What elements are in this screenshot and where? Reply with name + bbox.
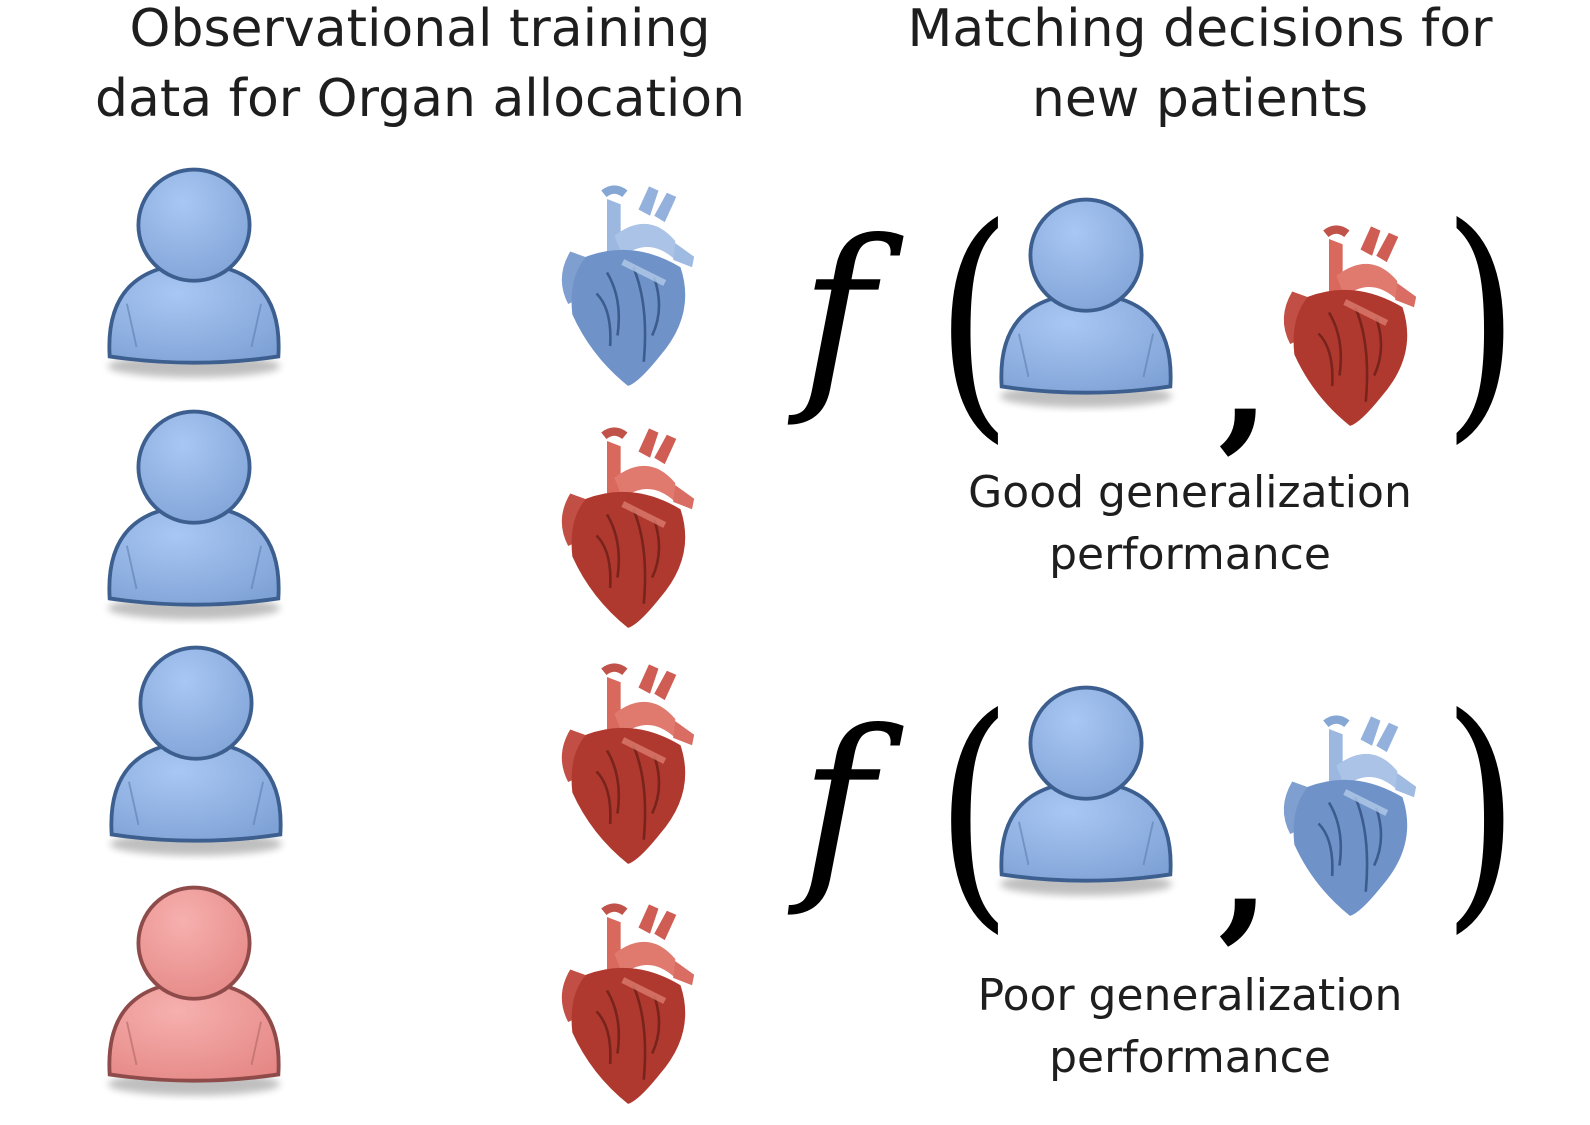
patient-icon-2 xyxy=(98,402,290,632)
heart-icon-3 xyxy=(548,656,708,866)
training-data-heading: Observational training data for Organ al… xyxy=(95,0,745,134)
heart-icon-2 xyxy=(548,420,708,630)
poor-generalization-caption: Poor generalization performance xyxy=(900,965,1480,1089)
training-heading-line-1: Observational training xyxy=(129,0,711,59)
training-heading-line-2: data for Organ allocation xyxy=(95,69,746,129)
good-generalization-caption: Good generalization performance xyxy=(900,462,1480,586)
comma: , xyxy=(1218,782,1271,958)
match-heart-icon-poor xyxy=(1270,708,1430,918)
patient-icon-1 xyxy=(98,160,290,390)
poor-caption-line-2: performance xyxy=(1049,1032,1331,1083)
poor-caption-line-1: Poor generalization xyxy=(977,970,1403,1021)
heart-icon-4 xyxy=(548,896,708,1106)
matching-heading-line-2: new patients xyxy=(1031,69,1369,129)
function-symbol: f xyxy=(800,688,875,921)
match-patient-icon-good xyxy=(990,190,1182,420)
close-paren: ) xyxy=(1442,664,1519,955)
good-caption-line-1: Good generalization xyxy=(968,467,1412,518)
good-caption-line-2: performance xyxy=(1049,529,1331,580)
open-paren: ( xyxy=(935,174,1012,465)
heart-icon-1 xyxy=(548,178,708,388)
close-paren: ) xyxy=(1442,174,1519,465)
match-heart-icon-good xyxy=(1270,218,1430,428)
patient-icon-3 xyxy=(100,638,292,868)
matching-decisions-heading: Matching decisions for new patients xyxy=(880,0,1520,134)
function-symbol: f xyxy=(800,198,875,431)
comma: , xyxy=(1218,292,1271,468)
match-patient-icon-poor xyxy=(990,678,1182,908)
matching-heading-line-1: Matching decisions for xyxy=(907,0,1493,59)
open-paren: ( xyxy=(935,664,1012,955)
patient-icon-4 xyxy=(98,878,290,1108)
